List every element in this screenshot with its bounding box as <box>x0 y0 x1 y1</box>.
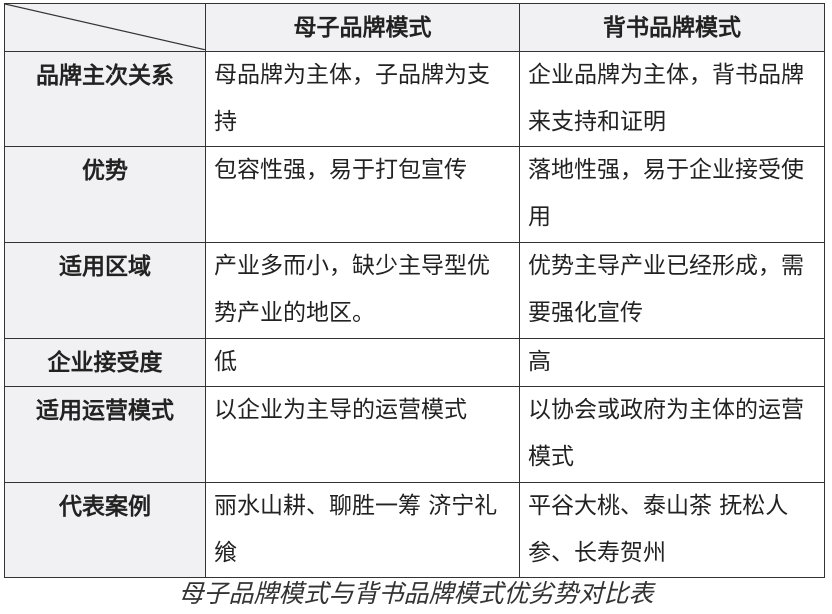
cell: 包容性强，易于打包宣传 <box>205 146 520 243</box>
cell: 平谷大桃、泰山茶 抚松人参、长寿贺州 <box>519 482 825 578</box>
cell: 落地性强，易于企业接受使用 <box>519 146 825 243</box>
table-row: 代表案例 丽水山耕、聊胜一筹 济宁礼飨 平谷大桃、泰山茶 抚松人参、长寿贺州 <box>4 482 825 578</box>
table-row: 企业接受度 低 高 <box>4 338 825 387</box>
header-endorsement: 背书品牌模式 <box>519 3 825 52</box>
header-row: 母子品牌模式 背书品牌模式 <box>4 3 825 52</box>
cell: 丽水山耕、聊胜一筹 济宁礼飨 <box>205 482 520 578</box>
corner-cell <box>4 3 206 52</box>
row-label: 品牌主次关系 <box>4 51 206 147</box>
table-row: 优势 包容性强，易于打包宣传 落地性强，易于企业接受使用 <box>4 146 825 243</box>
cell: 低 <box>205 338 520 387</box>
cell: 企业品牌为主体，背书品牌来支持和证明 <box>519 51 825 147</box>
comparison-table: 母子品牌模式 背书品牌模式 品牌主次关系 母品牌为主体，子品牌为支持 企业品牌为… <box>4 3 825 578</box>
row-label: 适用运营模式 <box>4 386 206 483</box>
table-row: 适用运营模式 以企业为主导的运营模式 以协会或政府为主体的运营模式 <box>4 386 825 483</box>
cell: 以企业为主导的运营模式 <box>205 386 520 483</box>
table-row: 适用区域 产业多而小，缺少主导型优势产业的地区。 优势主导产业已经形成，需要强化… <box>4 242 825 339</box>
cell: 产业多而小，缺少主导型优势产业的地区。 <box>205 242 520 339</box>
row-label: 适用区域 <box>4 242 206 339</box>
diagonal-line <box>5 4 206 50</box>
row-label: 优势 <box>4 146 206 243</box>
header-mother-child: 母子品牌模式 <box>205 3 520 52</box>
table-row: 品牌主次关系 母品牌为主体，子品牌为支持 企业品牌为主体，背书品牌来支持和证明 <box>4 51 825 147</box>
cell: 高 <box>519 338 825 387</box>
table-caption: 母子品牌模式与背书品牌模式优劣势对比表 <box>178 579 654 608</box>
cell: 母品牌为主体，子品牌为支持 <box>205 51 520 147</box>
row-label: 代表案例 <box>4 482 206 578</box>
cell: 优势主导产业已经形成，需要强化宣传 <box>519 242 825 339</box>
row-label: 企业接受度 <box>4 338 206 387</box>
cell: 以协会或政府为主体的运营模式 <box>519 386 825 483</box>
